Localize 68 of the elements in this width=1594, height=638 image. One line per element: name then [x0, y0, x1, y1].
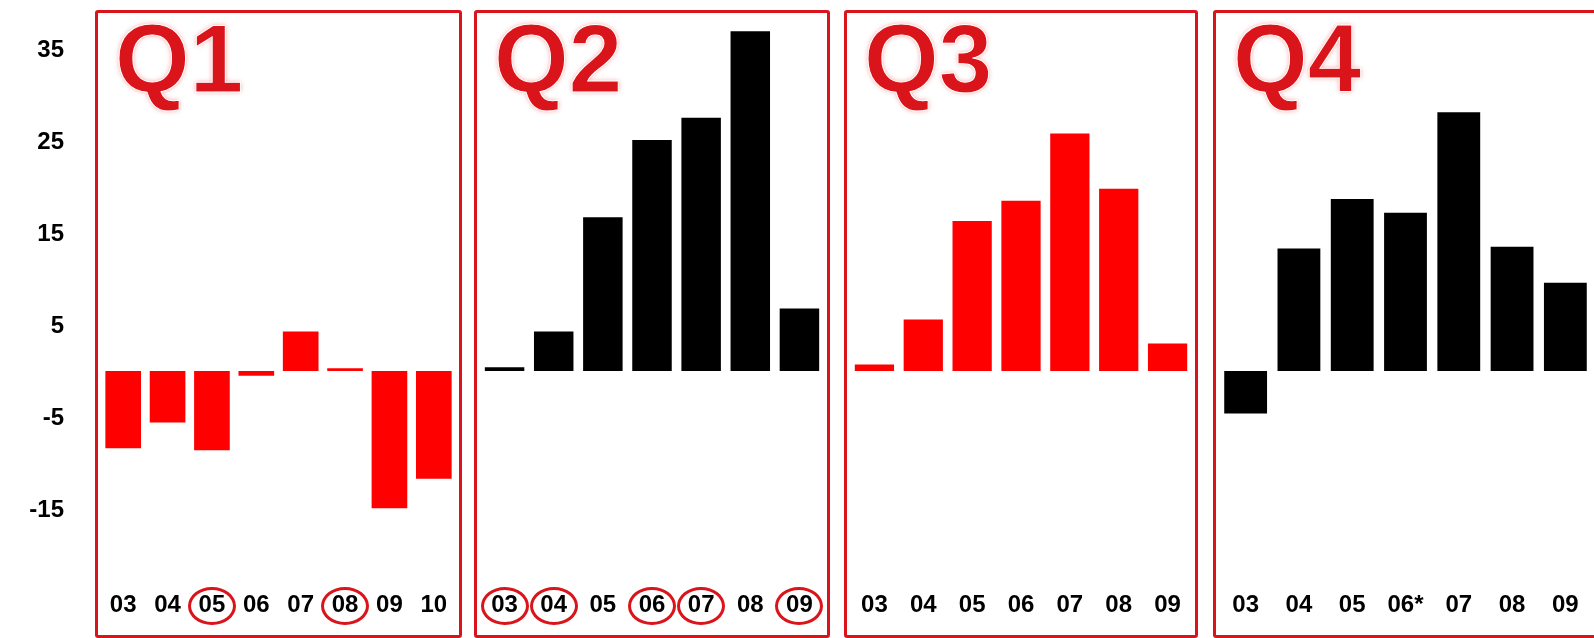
bar [903, 319, 943, 372]
bar [1224, 371, 1268, 414]
x-tick-label: 07 [687, 589, 715, 617]
x-tick-label: 04 [154, 589, 182, 617]
bar [1050, 133, 1090, 372]
x-tick-label: 03 [861, 589, 888, 617]
x-tick-label: 08 [1498, 589, 1526, 617]
y-tick-label: 25 [36, 125, 64, 156]
bar [327, 368, 363, 372]
bar [149, 371, 186, 423]
x-tick-label: 05 [589, 589, 617, 617]
bar [730, 31, 771, 372]
chart-title: Q3 [864, 4, 993, 114]
chart-title: Q2 [494, 4, 623, 114]
x-tick-label: 09 [1552, 589, 1579, 617]
bar [533, 331, 574, 372]
x-tick-label: 07 [1445, 589, 1473, 617]
bar [282, 331, 319, 372]
bar [1277, 248, 1321, 372]
x-tick-label: 03 [109, 589, 137, 617]
x-tick-label: 05 [1338, 589, 1366, 617]
x-tick-label: 09 [1154, 589, 1181, 617]
bar [1099, 188, 1139, 372]
x-tick-label: 04 [540, 589, 568, 617]
x-tick-label: 07 [1056, 589, 1084, 617]
bar [371, 371, 408, 509]
bar [1384, 212, 1427, 372]
x-tick-label: 06 [638, 589, 666, 617]
x-tick-label: 04 [1285, 589, 1313, 617]
bar [484, 367, 525, 372]
bar [1147, 343, 1188, 372]
bar [1001, 200, 1041, 372]
x-tick-label: 09 [786, 589, 813, 617]
x-tick-label: 03 [491, 589, 518, 617]
y-tick-label: -5 [41, 402, 64, 433]
bar [1490, 246, 1534, 372]
bar [1437, 112, 1481, 372]
x-tick-label: 09 [376, 589, 403, 617]
bar [415, 371, 452, 479]
bar [1330, 198, 1374, 372]
bar [681, 117, 721, 372]
x-tick-label: 06 [242, 589, 270, 617]
bar [779, 308, 820, 372]
bar [583, 217, 623, 372]
bar [105, 371, 142, 449]
x-tick-label: 06* [1387, 589, 1425, 617]
y-tick-label: 15 [36, 217, 64, 248]
x-tick-label: 07 [287, 589, 315, 617]
bar [632, 139, 672, 372]
x-tick-label: 10 [420, 589, 448, 617]
x-tick-label: 05 [198, 589, 226, 617]
bar [1543, 282, 1587, 372]
chart-title: Q4 [1233, 4, 1362, 114]
x-tick-label: 04 [909, 589, 938, 617]
bar [194, 371, 230, 451]
bar [238, 371, 275, 376]
x-tick-label: 03 [1232, 589, 1259, 617]
x-tick-label: 08 [331, 589, 359, 617]
chart-title: Q1 [115, 4, 244, 114]
x-tick-label: 05 [958, 589, 986, 617]
x-tick-label: 08 [736, 589, 764, 617]
bar [952, 220, 992, 372]
x-tick-label: 06 [1007, 589, 1035, 617]
y-tick-label: -15 [28, 494, 64, 525]
y-tick-label: 35 [36, 33, 64, 64]
x-tick-label: 08 [1105, 589, 1133, 617]
bar [854, 364, 895, 372]
y-tick-label: 5 [49, 310, 64, 340]
